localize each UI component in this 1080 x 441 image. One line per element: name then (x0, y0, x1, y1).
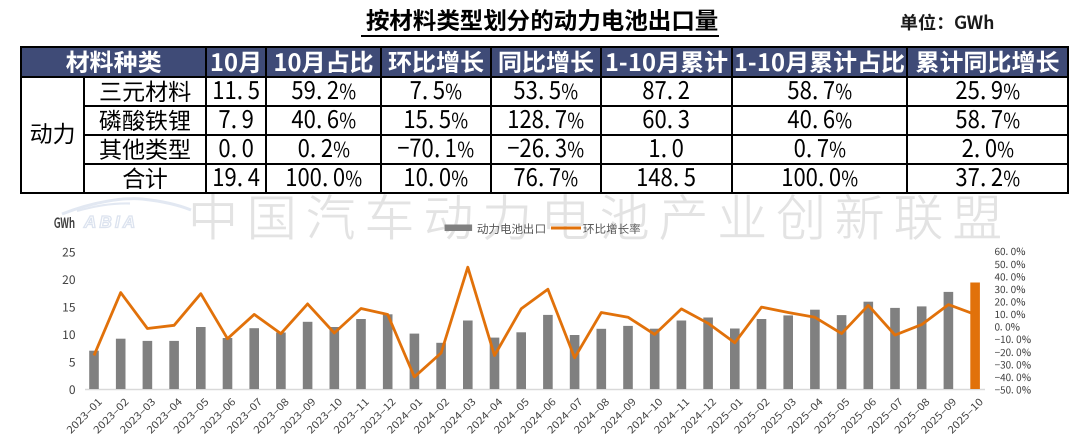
svg-text:−30. 0%: −30. 0% (995, 356, 1031, 371)
svg-text:25: 25 (62, 244, 76, 261)
svg-text:0. 0%: 0. 0% (995, 319, 1020, 334)
svg-text:15: 15 (62, 299, 76, 316)
svg-text:20: 20 (62, 271, 76, 288)
svg-text:−10. 0%: −10. 0% (995, 331, 1031, 346)
svg-text:环比增长率: 环比增长率 (583, 221, 641, 237)
svg-text:−50. 0%: −50. 0% (995, 382, 1031, 397)
svg-text:GWh: GWh (54, 213, 76, 233)
svg-text:−20. 0%: −20. 0% (995, 344, 1031, 359)
svg-text:10: 10 (62, 326, 76, 343)
svg-text:−40. 0%: −40. 0% (995, 369, 1031, 384)
svg-text:0: 0 (69, 381, 76, 398)
svg-text:动力电池出口: 动力电池出口 (477, 221, 546, 237)
svg-text:ABIA: ABIA (83, 213, 138, 232)
svg-text:30. 0%: 30. 0% (995, 281, 1026, 296)
svg-text:50. 0%: 50. 0% (995, 256, 1026, 271)
svg-text:20. 0%: 20. 0% (995, 294, 1026, 309)
svg-text:5: 5 (69, 354, 76, 371)
svg-text:40. 0%: 40. 0% (995, 268, 1026, 283)
svg-text:60. 0%: 60. 0% (995, 243, 1026, 258)
svg-text:10. 0%: 10. 0% (995, 306, 1026, 321)
